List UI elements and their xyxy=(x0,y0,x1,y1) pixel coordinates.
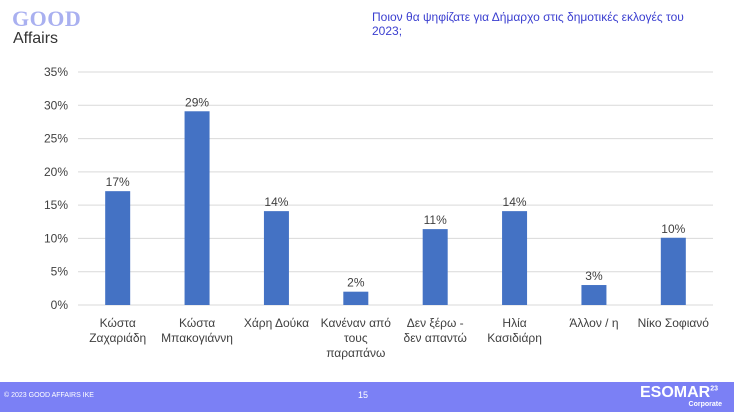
x-tick-label: Κώστα xyxy=(179,316,215,330)
y-tick-label: 35% xyxy=(44,65,68,79)
data-label: 29% xyxy=(185,95,209,109)
x-tick-label: Μπακογιάννη xyxy=(161,331,233,345)
x-tick-label: Ηλία xyxy=(502,316,526,330)
bar xyxy=(263,211,289,305)
x-tick-label: παραπάνω xyxy=(326,346,385,360)
page-number: 15 xyxy=(358,390,369,400)
y-tick-label: 5% xyxy=(51,265,69,279)
y-tick-label: 0% xyxy=(51,298,69,312)
x-tick-label: Κασιδιάρη xyxy=(487,331,542,345)
esomar-logo: ESOMAR23 xyxy=(639,384,718,401)
y-tick-label: 15% xyxy=(44,198,68,212)
esomar-corporate: Corporate xyxy=(688,401,722,408)
x-tick-label: Κώστα xyxy=(100,316,136,330)
bar xyxy=(105,191,131,305)
y-tick-label: 25% xyxy=(44,132,68,146)
bar xyxy=(343,291,369,305)
copyright: © 2023 GOOD AFFAIRS IKE xyxy=(4,392,94,399)
data-label: 3% xyxy=(585,269,603,283)
data-label: 14% xyxy=(264,195,288,209)
chart-title: Ποιον θα ψηφίζατε για Δήμαρχο στις δημοτ… xyxy=(372,10,684,38)
x-tick-label: δεν απαντώ xyxy=(404,331,467,345)
data-label: 17% xyxy=(106,175,130,189)
bar xyxy=(581,285,607,305)
data-label: 2% xyxy=(347,276,365,290)
x-tick-label: Κανέναν από xyxy=(321,316,392,330)
logo-affairs: Affairs xyxy=(13,30,59,47)
data-label: 11% xyxy=(424,213,447,227)
y-tick-label: 30% xyxy=(44,98,68,112)
bar-chart: 0%5%10%15%20%25%30%35%17%ΚώσταΖαχαριάδη2… xyxy=(44,65,713,360)
x-tick-label: Νίκο Σοφιανό xyxy=(638,316,710,330)
footer: © 2023 GOOD AFFAIRS IKE 15 ESOMAR23 Corp… xyxy=(0,382,734,412)
bar xyxy=(502,211,528,305)
y-tick-label: 10% xyxy=(44,231,68,245)
x-tick-label: Ζαχαριάδη xyxy=(89,331,146,345)
x-tick-label: τους xyxy=(344,331,368,345)
logo-good: GOOD xyxy=(12,6,82,31)
x-tick-label: Δεν ξέρω - xyxy=(407,316,464,330)
bar xyxy=(422,229,448,305)
y-tick-label: 20% xyxy=(44,165,68,179)
x-tick-label: Άλλον / η xyxy=(569,316,618,330)
data-label: 14% xyxy=(503,195,527,209)
bar xyxy=(184,111,210,305)
data-label: 10% xyxy=(661,222,685,236)
bar xyxy=(660,237,686,305)
x-tick-label: Χάρη Δούκα xyxy=(244,316,309,330)
